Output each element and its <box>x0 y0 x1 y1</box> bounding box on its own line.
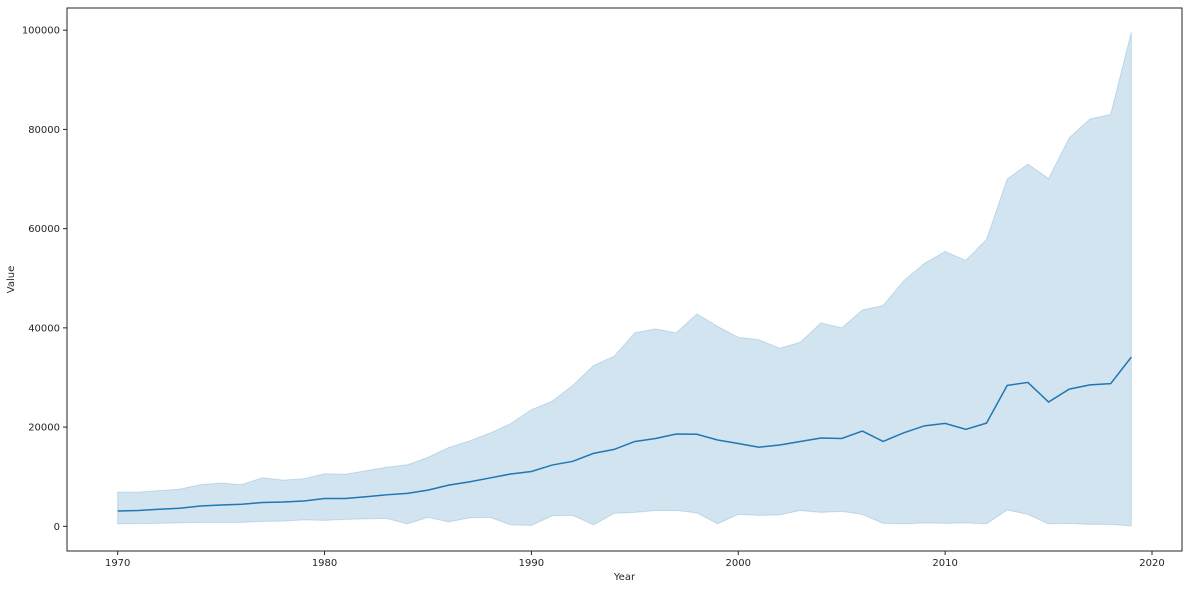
y-tick-label: 80000 <box>28 125 60 136</box>
y-tick-label: 0 <box>54 522 60 533</box>
x-tick-label: 2000 <box>726 558 751 569</box>
x-tick-label: 1990 <box>519 558 544 569</box>
x-axis-title: Year <box>613 572 636 583</box>
x-tick-label: 2020 <box>1139 558 1164 569</box>
y-tick-label: 20000 <box>28 423 60 434</box>
x-tick-label: 1980 <box>312 558 337 569</box>
series-line <box>117 356 1132 512</box>
y-axis-title: Value <box>6 266 17 293</box>
axes-frame <box>66 7 1183 552</box>
x-tick-label: 1970 <box>105 558 130 569</box>
y-tick-label: 100000 <box>22 26 60 37</box>
y-axis: 0 20000 40000 60000 80000 100000 <box>22 26 67 533</box>
y-tick-label: 40000 <box>28 323 60 334</box>
confidence-band <box>117 32 1132 527</box>
x-tick-label: 2010 <box>932 558 957 569</box>
plot-area <box>117 32 1132 527</box>
y-tick-label: 60000 <box>28 224 60 235</box>
x-axis: 1970 1980 1990 2000 2010 2020 <box>105 551 1165 569</box>
